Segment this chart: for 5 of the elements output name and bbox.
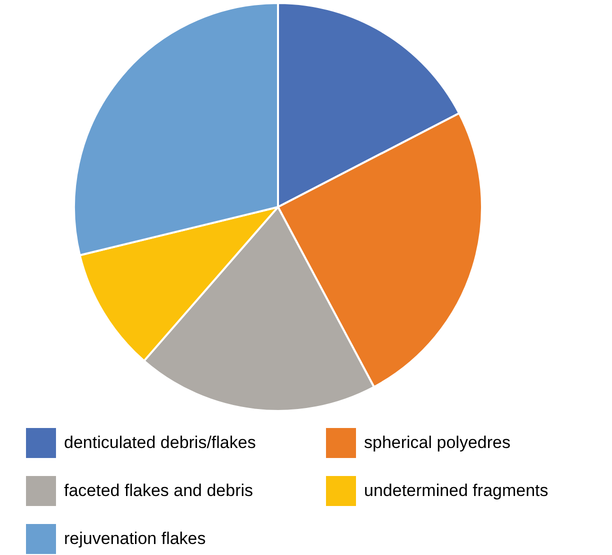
legend-label: spherical polyedres — [364, 433, 510, 453]
legend-label: undetermined fragments — [364, 481, 548, 501]
legend-label: rejuvenation flakes — [64, 529, 206, 549]
legend-label: denticulated debris/flakes — [64, 433, 256, 453]
legend-label: faceted flakes and debris — [64, 481, 254, 501]
